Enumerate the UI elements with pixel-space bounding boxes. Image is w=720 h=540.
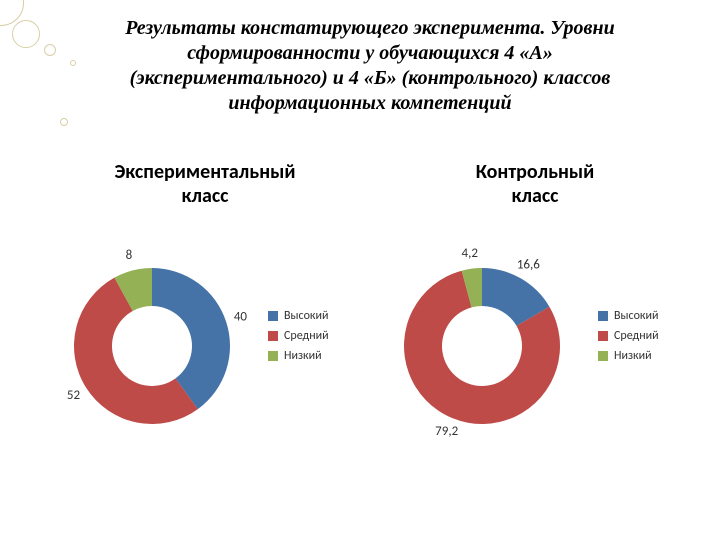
legend-item-high: Высокий xyxy=(598,309,659,323)
slice-label-mid: 52 xyxy=(67,388,81,403)
control-donut: 16,6 79,2 4,2 xyxy=(370,226,590,446)
chart-title-line: Контрольный xyxy=(476,160,595,184)
legend-item-low: Низкий xyxy=(598,349,659,363)
legend-swatch xyxy=(598,331,608,341)
legend-swatch xyxy=(598,351,608,361)
experimental-chart-block: Экспериментальный класс 40 52 8 Высокий Ср… xyxy=(40,160,370,510)
slice-label-low: 8 xyxy=(126,248,133,263)
decorative-ring xyxy=(12,20,40,48)
legend-label: Средний xyxy=(284,329,329,343)
title-line: информационных компетенций xyxy=(228,92,511,114)
legend-item-high: Высокий xyxy=(268,309,329,323)
legend-label: Низкий xyxy=(284,349,322,363)
legend-swatch xyxy=(598,311,608,321)
title-line: (экспериментального) и 4 «Б» (контрольно… xyxy=(130,67,611,89)
legend-item-mid: Средний xyxy=(268,329,329,343)
legend-swatch xyxy=(268,311,278,321)
legend-label: Средний xyxy=(614,329,659,343)
chart-title: Экспериментальный класс xyxy=(40,160,370,208)
slice-label-mid: 79,2 xyxy=(435,424,458,439)
legend: Высокий Средний Низкий xyxy=(268,303,329,369)
slice-label-high: 16,6 xyxy=(517,257,540,272)
decorative-ring xyxy=(44,44,56,56)
experimental-donut: 40 52 8 xyxy=(40,226,260,446)
title-line: Результаты констатирующего эксперимента.… xyxy=(125,17,614,39)
legend: Высокий Средний Низкий xyxy=(598,303,659,369)
legend-item-mid: Средний xyxy=(598,329,659,343)
charts-container: Экспериментальный класс 40 52 8 Высокий Ср… xyxy=(40,160,700,510)
slice-label-low: 4,2 xyxy=(462,246,479,261)
legend-swatch xyxy=(268,331,278,341)
legend-item-low: Низкий xyxy=(268,349,329,363)
chart-title-line: класс xyxy=(512,184,559,208)
decorative-ring xyxy=(60,118,68,126)
chart-title-line: Экспериментальный xyxy=(115,160,296,184)
chart-title: Контрольный класс xyxy=(370,160,700,208)
legend-label: Низкий xyxy=(614,349,652,363)
control-chart-block: Контрольный класс 16,6 79,2 4,2 Высокий Ср… xyxy=(370,160,700,510)
chart-title-line: класс xyxy=(182,184,229,208)
title-line: сформированности у обучающихся 4 «А» xyxy=(187,42,552,64)
slice-label-high: 40 xyxy=(234,309,248,324)
legend-label: Высокий xyxy=(284,309,328,323)
legend-label: Высокий xyxy=(614,309,658,323)
legend-swatch xyxy=(268,351,278,361)
page-title: Результаты констатирующего эксперимента.… xyxy=(60,16,680,116)
